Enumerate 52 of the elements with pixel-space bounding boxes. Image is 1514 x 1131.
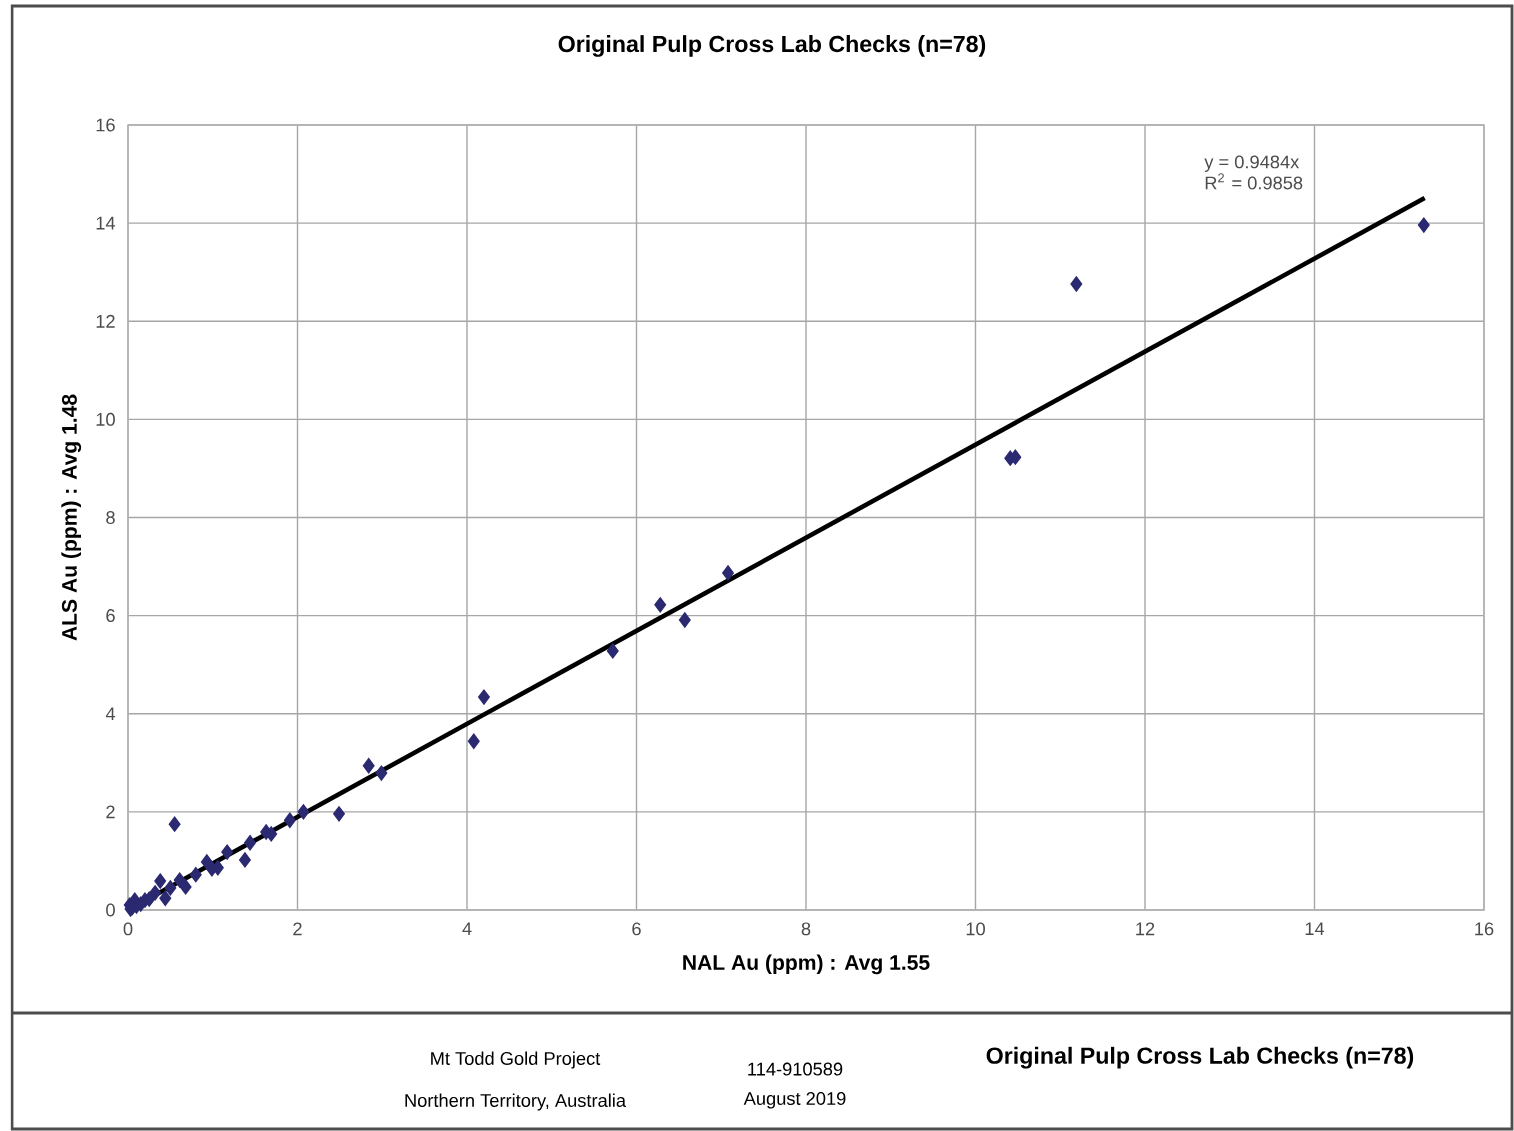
point xyxy=(189,866,202,883)
point xyxy=(168,816,181,832)
y-tick-label: 2 xyxy=(106,805,115,819)
point xyxy=(362,758,375,774)
x-tick-label: 10 xyxy=(966,922,985,936)
point xyxy=(297,804,310,820)
point xyxy=(283,812,296,828)
y-tick-label: 0 xyxy=(106,903,115,917)
annotation: R$^{2}$ = 0.9858 xyxy=(1205,173,1303,190)
y-tick-label: 10 xyxy=(96,412,115,426)
text: Mt Todd Gold Project xyxy=(431,1051,601,1069)
point xyxy=(1417,217,1430,233)
text: 114-910589 xyxy=(748,1062,843,1076)
y-tick-label: 16 xyxy=(96,118,115,132)
point xyxy=(606,643,619,659)
point xyxy=(221,844,234,860)
x-tick-label: 14 xyxy=(1305,922,1325,935)
point xyxy=(164,880,177,896)
text: August 2019 xyxy=(743,1091,846,1109)
x-tick-label: 6 xyxy=(632,922,641,936)
x-axis-title: NAL Au (ppm) : Avg 1.55 xyxy=(683,954,930,975)
x-tick-label: 4 xyxy=(462,922,472,935)
annotation: y = 0.9484x xyxy=(1204,155,1300,173)
x-tick-label: 12 xyxy=(1136,922,1155,936)
point xyxy=(654,597,667,613)
y-tick-label: 14 xyxy=(96,216,116,230)
x-tick-label: 8 xyxy=(801,922,811,936)
chart-title: Original Pulp Cross Lab Checks (n=78) xyxy=(558,35,986,57)
y-tick-label: 6 xyxy=(106,609,115,623)
point xyxy=(678,612,691,628)
point xyxy=(154,873,167,889)
point xyxy=(173,872,186,888)
point xyxy=(375,765,388,781)
y-axis-title: ALS Au (ppm) : Avg 1.48 xyxy=(61,394,82,641)
point xyxy=(467,733,480,749)
x-tick-label: 0 xyxy=(123,922,133,936)
y-tick-label: 8 xyxy=(106,511,115,524)
text: Northern Territory, Australia xyxy=(405,1093,627,1111)
point xyxy=(205,861,218,877)
point xyxy=(722,565,734,581)
point xyxy=(244,835,257,851)
point xyxy=(239,852,251,868)
y-tick-label: 12 xyxy=(96,314,115,328)
point xyxy=(333,806,345,822)
text: Original Pulp Cross Lab Checks (n=78) xyxy=(986,1046,1414,1069)
point xyxy=(477,689,490,705)
x-tick-label: 2 xyxy=(293,922,302,936)
x-tick-label: 16 xyxy=(1475,922,1494,936)
point xyxy=(1070,276,1083,292)
point xyxy=(179,879,192,895)
point xyxy=(159,890,172,906)
y-tick-label: 4 xyxy=(105,707,116,721)
